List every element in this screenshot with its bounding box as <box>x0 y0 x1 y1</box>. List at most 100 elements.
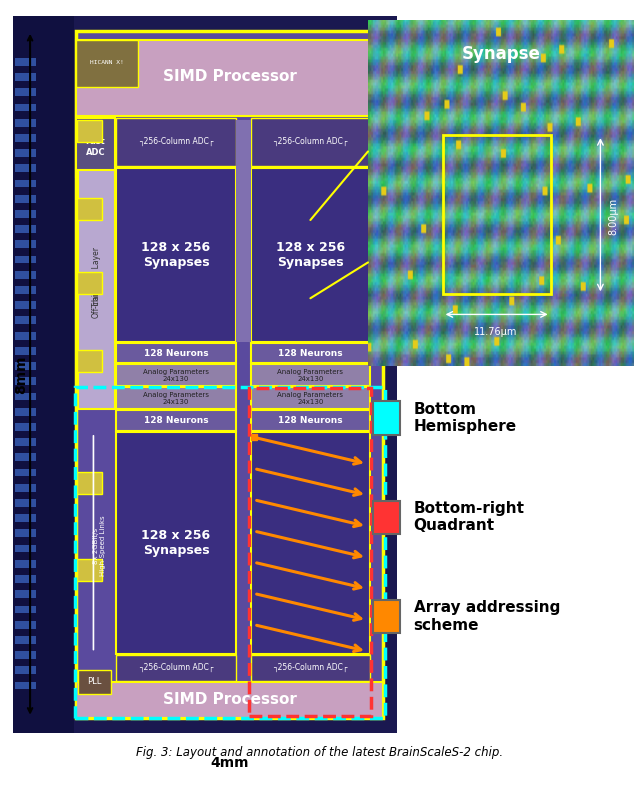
Bar <box>15 682 36 690</box>
Bar <box>15 453 36 461</box>
Text: Bottom-right
Quadrant: Bottom-right Quadrant <box>413 501 525 533</box>
Text: 8.00μm: 8.00μm <box>609 198 619 235</box>
Bar <box>15 484 36 492</box>
Bar <box>15 530 36 537</box>
Text: 128 Neurons: 128 Neurons <box>144 348 208 358</box>
Bar <box>116 388 236 409</box>
Bar <box>15 515 36 522</box>
Bar <box>15 667 36 675</box>
Bar <box>78 170 115 409</box>
Text: 4mm: 4mm <box>211 756 249 770</box>
Bar <box>77 272 102 294</box>
Bar <box>15 362 36 370</box>
Bar <box>15 499 36 507</box>
Bar <box>236 120 251 342</box>
Bar <box>78 670 111 693</box>
Bar <box>251 168 370 342</box>
Text: ┐256-Column ADC┌: ┐256-Column ADC┌ <box>273 663 348 672</box>
Text: Fast
ADC: Fast ADC <box>86 137 105 157</box>
Text: Transport Layer: Transport Layer <box>92 247 101 307</box>
Bar <box>15 58 36 65</box>
Text: Analog Parameters
24x130: Analog Parameters 24x130 <box>277 392 344 405</box>
Text: Bottom
Hemisphere: Bottom Hemisphere <box>413 402 517 434</box>
Text: PLL: PLL <box>87 678 101 686</box>
Bar <box>15 149 36 157</box>
Text: Array addressing
scheme: Array addressing scheme <box>413 600 560 633</box>
Bar <box>15 180 36 188</box>
Text: Off-chip: Off-chip <box>92 288 101 318</box>
Bar <box>76 39 383 116</box>
Bar <box>251 388 370 409</box>
Bar <box>15 119 36 127</box>
Bar <box>77 559 102 581</box>
Text: 8mm: 8mm <box>14 355 28 393</box>
Text: SIMD Processor: SIMD Processor <box>163 692 297 707</box>
Bar <box>77 351 102 372</box>
Bar <box>15 392 36 400</box>
Bar <box>116 655 236 681</box>
Bar <box>116 118 236 165</box>
Bar <box>15 301 36 309</box>
Bar <box>15 590 36 598</box>
Text: Analog Parameters
24x130: Analog Parameters 24x130 <box>143 369 209 381</box>
Bar <box>15 286 36 294</box>
Bar <box>15 438 36 446</box>
Bar <box>15 240 36 248</box>
Bar <box>15 347 36 355</box>
Text: ┐256-Column ADC┌: ┐256-Column ADC┌ <box>139 663 213 672</box>
Bar <box>15 621 36 629</box>
Bar <box>116 364 236 386</box>
Bar <box>15 103 36 111</box>
Bar <box>373 600 400 633</box>
Bar <box>15 88 36 96</box>
Bar <box>251 118 370 165</box>
Bar <box>15 469 36 477</box>
Bar <box>15 407 36 415</box>
Bar <box>15 559 36 567</box>
Bar <box>15 423 36 431</box>
Text: ┐256-Column ADC┌: ┐256-Column ADC┌ <box>139 137 213 147</box>
Bar <box>15 377 36 385</box>
Bar <box>15 575 36 583</box>
Bar <box>15 317 36 325</box>
Bar <box>251 364 370 386</box>
Bar <box>251 432 370 654</box>
Bar <box>15 271 36 279</box>
Text: 128 Neurons: 128 Neurons <box>144 416 208 425</box>
Bar <box>15 165 36 173</box>
Bar <box>15 134 36 142</box>
Bar <box>76 39 138 87</box>
Text: 128 x 256
Synapses: 128 x 256 Synapses <box>276 241 345 269</box>
Bar <box>15 195 36 203</box>
Bar <box>116 343 236 363</box>
Bar <box>373 500 400 533</box>
Bar <box>251 343 370 363</box>
Bar <box>116 410 236 431</box>
Bar <box>15 545 36 552</box>
Bar <box>373 401 400 434</box>
Bar <box>443 136 550 294</box>
Bar <box>116 432 236 654</box>
Bar <box>15 225 36 233</box>
Text: SIMD Processor: SIMD Processor <box>163 69 297 84</box>
Bar <box>15 210 36 217</box>
Bar <box>77 472 102 494</box>
Text: Synapse: Synapse <box>461 46 540 63</box>
Bar <box>251 655 370 681</box>
Bar <box>13 16 74 733</box>
Bar <box>77 120 102 142</box>
Bar <box>15 651 36 659</box>
Text: HICANN X!: HICANN X! <box>90 60 124 65</box>
Text: 128 x 256
Synapses: 128 x 256 Synapses <box>141 241 211 269</box>
Text: 128 x 256
Synapses: 128 x 256 Synapses <box>141 529 211 557</box>
Bar <box>15 332 36 340</box>
Text: 11.76μm: 11.76μm <box>474 327 518 336</box>
Bar <box>76 682 383 718</box>
Bar <box>116 168 236 342</box>
Text: 128 Neurons: 128 Neurons <box>278 348 342 358</box>
Bar <box>76 118 115 177</box>
Text: Fig. 3: Layout and annotation of the latest BrainScaleS-2 chip.: Fig. 3: Layout and annotation of the lat… <box>136 745 504 759</box>
Text: 128 Neurons: 128 Neurons <box>278 416 342 425</box>
Text: ┐256-Column ADC┌: ┐256-Column ADC┌ <box>273 137 348 147</box>
Bar <box>251 410 370 431</box>
